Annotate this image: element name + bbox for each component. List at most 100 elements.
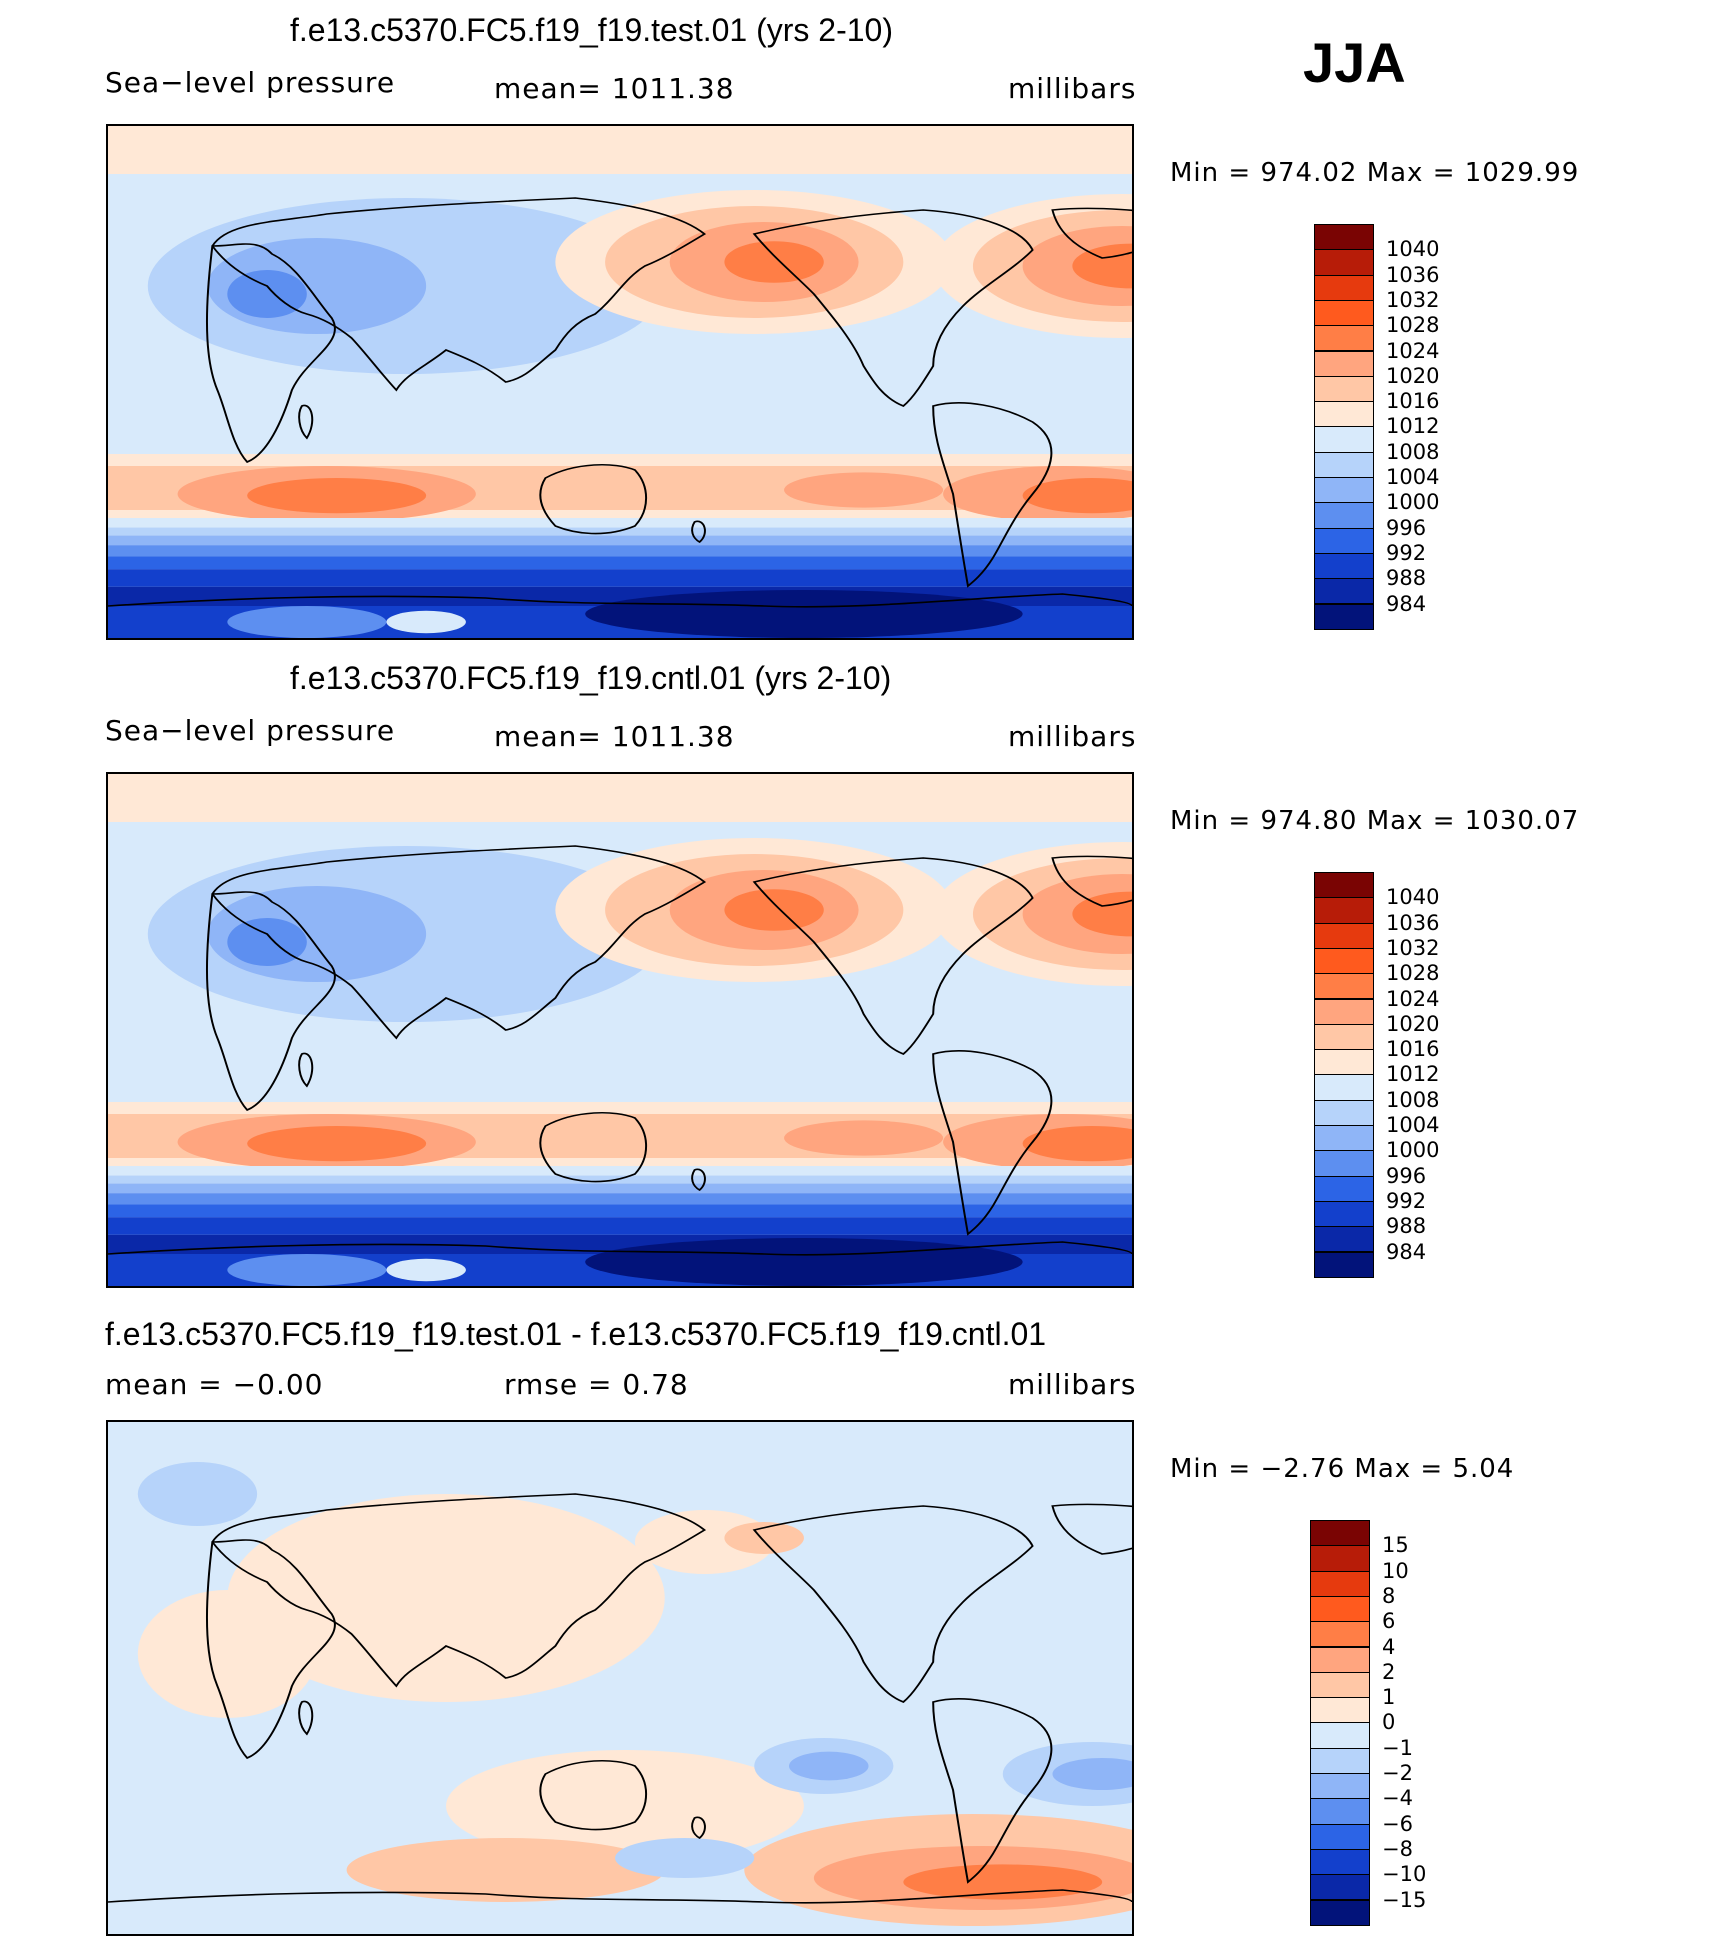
colorbar-swatch [1314, 299, 1374, 327]
contour-band [108, 556, 1132, 570]
coastline [211, 845, 707, 1040]
colorbar-swatch [1314, 552, 1374, 580]
colorbar-swatch [1314, 1200, 1374, 1228]
colorbar-label: 1032 [1386, 935, 1440, 960]
antarctic-high [386, 610, 466, 634]
panel3-title: f.e13.c5370.FC5.f19_f19.test.01 - f.e13.… [105, 1316, 1047, 1352]
contour-band [108, 1166, 1132, 1176]
positive-region [724, 1522, 804, 1554]
coastline [298, 404, 314, 440]
colorbar-label: 984 [1386, 1239, 1427, 1264]
coastline [108, 1241, 1132, 1256]
colorbar-swatch [1314, 527, 1374, 554]
colorbar-swatch [1310, 1545, 1370, 1572]
colorbar-swatch [1310, 1848, 1370, 1876]
positive-region [446, 1750, 804, 1862]
antarctic-high [227, 606, 387, 638]
colorbar-label: −10 [1382, 1862, 1427, 1887]
colorbar-swatch [1314, 998, 1374, 1025]
colorbar-label: 1020 [1386, 363, 1440, 388]
panel2-units: millibars [1008, 720, 1137, 753]
colorbar-label: −15 [1382, 1887, 1427, 1912]
colorbar-swatch [1314, 224, 1374, 251]
panel1-minmax: Min = 974.02 Max = 1029.99 [1170, 158, 1580, 188]
season-label: JJA [1303, 31, 1406, 94]
colorbar-label: −1 [1382, 1735, 1413, 1760]
antarctic-low [585, 590, 1023, 638]
coastline [108, 593, 1132, 608]
contour-band [108, 1175, 1132, 1184]
panel2-map [106, 772, 1134, 1288]
coastline [1051, 855, 1132, 907]
colorbar-swatch [1314, 1251, 1374, 1278]
colorbar-swatch [1314, 502, 1374, 529]
colorbar-label: 992 [1386, 540, 1427, 565]
pacific-high [724, 889, 824, 931]
south-atlantic-high [1022, 478, 1132, 514]
colorbar-swatch [1314, 375, 1374, 403]
coastline [932, 1698, 1053, 1884]
colorbar-swatch [1310, 1798, 1370, 1825]
colorbar-label: 1036 [1386, 910, 1440, 935]
pacific-high [724, 241, 824, 283]
colorbar-swatch [1314, 274, 1374, 301]
panel2-mean: mean= 1011.38 [494, 720, 735, 753]
colorbar-swatch [1314, 401, 1374, 428]
colorbar-swatch [1314, 897, 1374, 924]
colorbar-label: 1012 [1386, 414, 1440, 439]
negative-region [789, 1751, 869, 1781]
panel3-map [106, 1420, 1134, 1936]
colorbar-label: 10 [1382, 1558, 1409, 1583]
colorbar-swatch [1310, 1874, 1370, 1901]
colorbar-label: 1016 [1386, 1037, 1440, 1062]
colorbar-label: 1040 [1386, 885, 1440, 910]
colorbar-swatch [1314, 325, 1374, 352]
contour-band [108, 1204, 1132, 1218]
coastline [691, 520, 706, 544]
contour-band [108, 126, 1132, 174]
coastline [1051, 207, 1132, 259]
coastline [932, 402, 1053, 588]
panel3-units: millibars [1008, 1368, 1137, 1401]
colorbar-swatch [1310, 1747, 1370, 1774]
colorbar-swatch [1314, 947, 1374, 975]
south-indian-high [247, 478, 427, 514]
colorbar-swatch [1310, 1899, 1370, 1926]
contour-band [108, 1217, 1132, 1235]
coastline [211, 1493, 707, 1688]
panel3-colorbar: 15 10 8 6 4 2 1 0 −1 −2 −4 −6 −8 −10 −15 [1310, 1520, 1470, 1928]
atlantic-high [1072, 891, 1132, 937]
colorbar-swatch [1314, 872, 1374, 899]
colorbar-swatch [1314, 1023, 1374, 1051]
coastline [752, 1505, 1034, 1703]
colorbar-label: 1004 [1386, 465, 1440, 489]
colorbar-swatch [1314, 477, 1374, 504]
panel1-units: millibars [1008, 72, 1137, 105]
colorbar-label: 992 [1386, 1188, 1427, 1213]
colorbar-swatch [1314, 1125, 1374, 1152]
panel3-mean: mean = −0.00 [105, 1368, 324, 1401]
colorbar-swatch [1310, 1595, 1370, 1623]
colorbar-label: 8 [1382, 1583, 1396, 1608]
colorbar-label: 988 [1386, 1214, 1427, 1239]
south-atlantic-high [1022, 1126, 1132, 1162]
colorbar-label: 1040 [1386, 237, 1440, 262]
colorbar-swatch [1310, 1671, 1370, 1699]
coastline [205, 243, 336, 464]
panel1-variable: Sea−level pressure [105, 66, 396, 99]
panel2-minmax: Min = 974.80 Max = 1030.07 [1170, 806, 1580, 836]
colorbar-label: 15 [1382, 1533, 1409, 1558]
coastline [539, 463, 647, 535]
contour-band [108, 527, 1132, 536]
contour-band [108, 774, 1132, 822]
antarctic-low [585, 1238, 1023, 1286]
colorbar-swatch [1314, 1226, 1374, 1253]
negative-region [137, 1462, 258, 1526]
coastline [211, 197, 707, 392]
panel1-map [106, 124, 1134, 640]
colorbar-label: 1000 [1386, 490, 1440, 515]
colorbar-swatch [1314, 603, 1374, 630]
coastline [539, 1759, 647, 1831]
panel2-title: f.e13.c5370.FC5.f19_f19.cntl.01 (yrs 2-1… [290, 660, 892, 696]
contour-band [108, 545, 1132, 557]
